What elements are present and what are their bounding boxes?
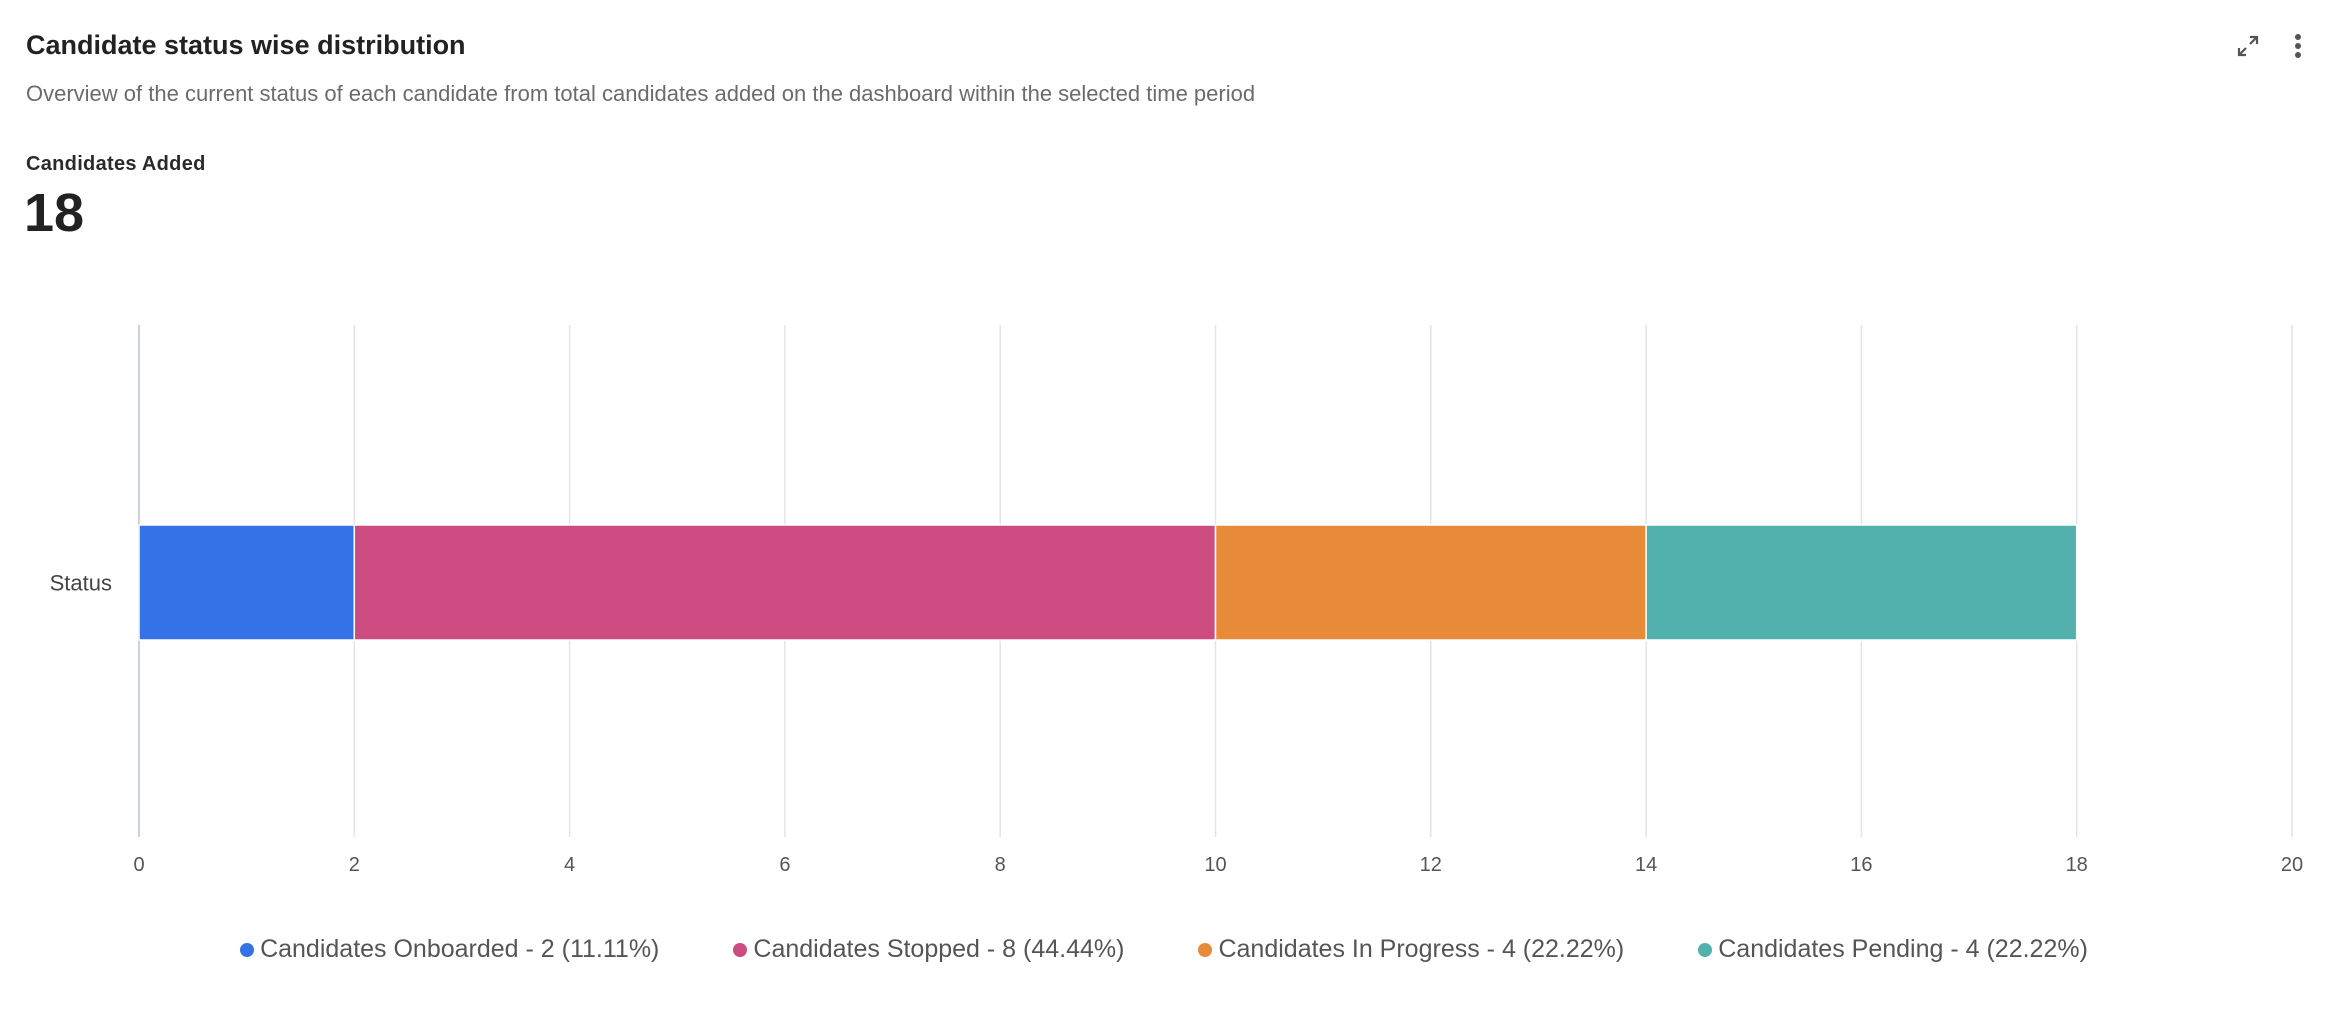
x-tick-label: 4 (564, 854, 575, 876)
legend-label: Candidates Onboarded - 2 (11.11%) (260, 935, 660, 963)
x-tick-label: 16 (1850, 854, 1872, 876)
x-tick-label: 0 (133, 854, 144, 876)
legend-item[interactable]: Candidates In Progress - 4 (22.22%) (1198, 935, 1624, 964)
x-tick-label: 14 (1635, 854, 1657, 876)
y-category-label: Status (50, 571, 112, 596)
x-tick-label: 10 (1204, 854, 1226, 876)
legend-label: Candidates Stopped - 8 (44.44%) (753, 935, 1125, 963)
chart-legend: Candidates Onboarded - 2 (11.11%) Candida… (0, 935, 2328, 964)
legend-label: Candidates In Progress - 4 (22.22%) (1218, 935, 1625, 963)
legend-item[interactable]: Candidates Stopped - 8 (44.44%) (733, 935, 1124, 964)
bar-segment[interactable] (138, 524, 356, 641)
metric-value: 18 (24, 183, 85, 243)
bar-segment[interactable] (1214, 524, 1647, 641)
legend-marker-icon (1198, 942, 1213, 957)
legend-label: Candidates Pending - 4 (22.22%) (1718, 935, 2088, 963)
x-tick-label: 2 (349, 854, 360, 876)
chart-subtitle: Overview of the current status of each c… (26, 81, 1256, 106)
x-tick-label: 12 (1420, 854, 1442, 876)
legend-item[interactable]: Candidates Pending - 4 (22.22%) (1698, 935, 2088, 964)
metric-label: Candidates Added (26, 153, 206, 175)
stacked-bar-chart: 0 2 4 6 8 10 12 14 16 18 20 Status (50, 325, 2303, 876)
x-tick-label: 6 (779, 854, 790, 876)
legend-marker-icon (240, 942, 255, 957)
more-vertical-icon[interactable] (2282, 30, 2314, 62)
header-actions (2232, 30, 2314, 62)
legend-item[interactable]: Candidates Onboarded - 2 (11.11%) (240, 935, 659, 964)
expand-icon[interactable] (2232, 30, 2264, 62)
x-tick-label: 20 (2281, 854, 2303, 876)
bar-segment[interactable] (1645, 524, 2078, 641)
chart-title: Candidate status wise distribution (26, 30, 466, 60)
legend-marker-icon (733, 942, 748, 957)
bar-segment[interactable] (353, 524, 1217, 641)
x-tick-label: 18 (2066, 854, 2088, 876)
x-tick-label: 8 (995, 854, 1006, 876)
legend-marker-icon (1698, 942, 1713, 957)
